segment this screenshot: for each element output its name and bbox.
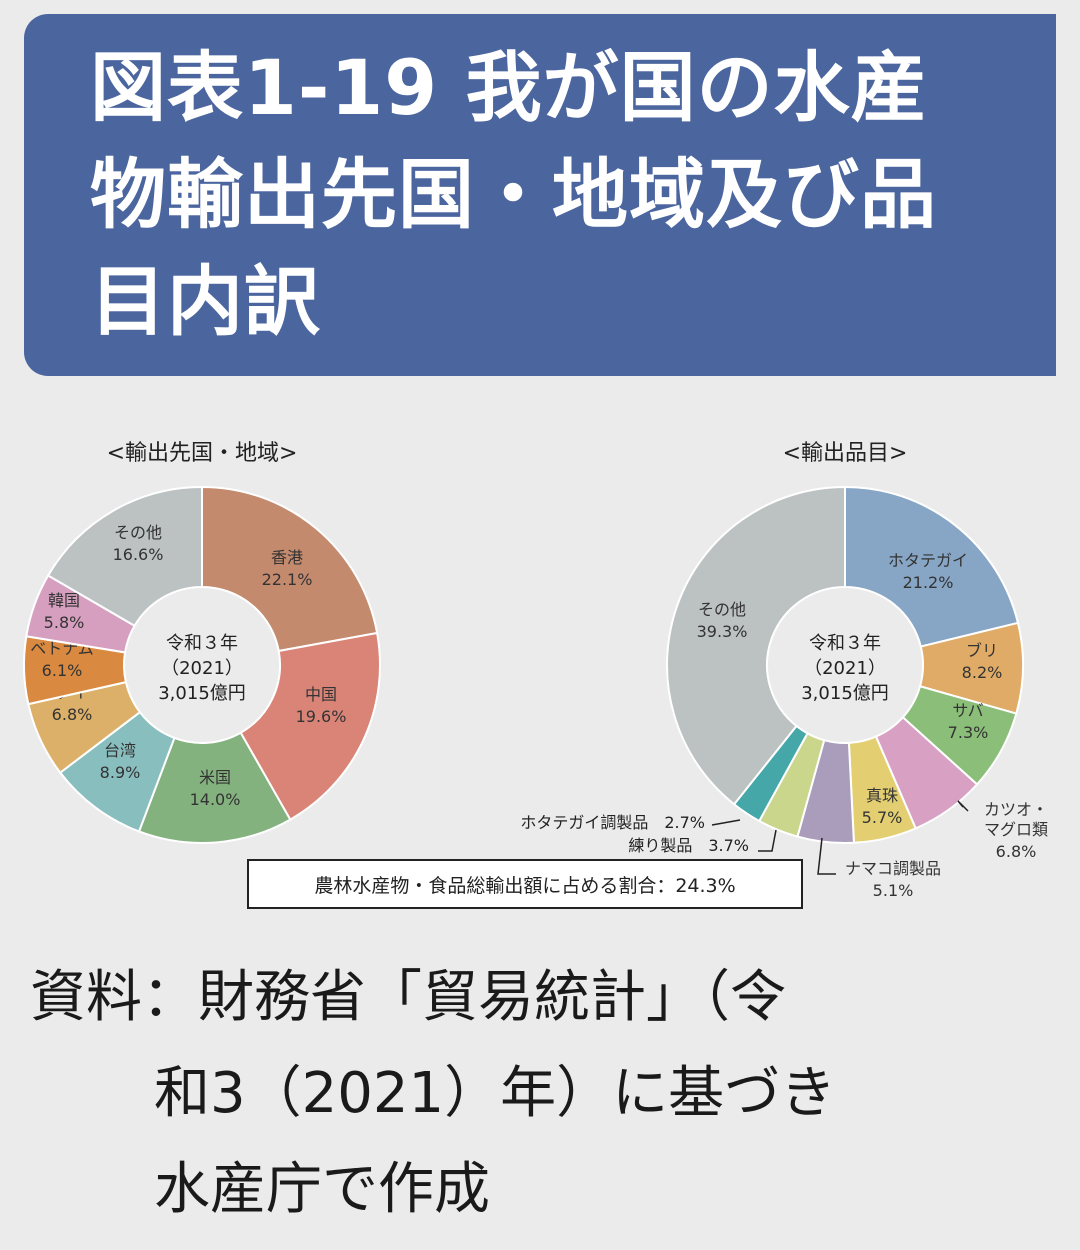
slice-value-label: 7.3% — [948, 723, 989, 742]
slice-value-label: 14.0% — [190, 790, 241, 809]
donut-slice — [201, 485, 379, 653]
slice-value-label: 5.8% — [44, 613, 85, 632]
slice-value-label: 39.3% — [697, 622, 748, 641]
leader-line — [758, 829, 777, 852]
donut-center-text: 令和３年 — [166, 633, 238, 654]
leader-line — [957, 800, 969, 812]
slice-label: 韓国 — [48, 591, 80, 610]
slice-value-label: 6.1% — [42, 661, 83, 680]
slice-value-label: 8.2% — [962, 663, 1003, 682]
chart-title: <輸出先国・地域> — [107, 441, 298, 466]
slice-label: ホタテガイ調製品 2.7% — [520, 813, 705, 832]
slice-label: 台湾 — [104, 741, 136, 760]
slice-label: その他 — [114, 523, 162, 542]
charts-area: <輸出先国・地域>香港22.1%中国19.6%米国14.0%台湾8.9%タイ6.… — [23, 441, 1048, 909]
slice-label: ナマコ調製品 — [845, 859, 941, 878]
slice-value-label: 5.1% — [873, 881, 914, 900]
product-donut-chart: <輸出品目> ホタテガイ 21.2% ブリ 8.2% サバ 7.3% カツオ・マグロ類 6.8%… — [520, 441, 1048, 900]
donut-center-text: 令和３年 — [809, 633, 881, 654]
slice-value-label: 21.2% — [903, 573, 954, 592]
slice-label: ブリ — [966, 641, 998, 660]
source-line-1: 資料：財務省「貿易統計」（令 — [30, 965, 786, 1030]
source-line-2: 和3（2021）年）に基づき — [154, 1061, 837, 1126]
donut-center-text: 3,015億円 — [801, 683, 889, 704]
donut-slice — [844, 485, 1020, 648]
leader-line — [711, 819, 741, 826]
slice-value-label: 16.6% — [113, 545, 164, 564]
slice-label: カツオ・ — [984, 800, 1048, 819]
donut-slice — [666, 485, 846, 806]
figure-title-line-2: 物輸出先国・地域及び品 — [90, 150, 937, 239]
slice-label: 米国 — [199, 768, 231, 787]
slice-value-label: 8.9% — [100, 763, 141, 782]
slice-label: 中国 — [305, 685, 337, 704]
slice-label: ホタテガイ — [888, 551, 968, 570]
donut-slice — [137, 731, 292, 844]
slice-label: 真珠 — [866, 786, 898, 805]
title-banner: 図表1-19 我が国の水産 物輸出先国・地域及び品 目内訳 — [24, 14, 1056, 376]
chart-title: <輸出品目> — [783, 441, 908, 466]
slice-value-label: 5.7% — [862, 808, 903, 827]
donut-center-text: （2021） — [161, 658, 243, 679]
ratio-box: 農林水産物・食品総輸出額に占める割合：24.3% — [247, 859, 803, 909]
slice-label: サバ — [952, 701, 983, 720]
donut-slice — [239, 631, 381, 821]
figure-title-line-1: 図表1-19 我が国の水産 — [90, 43, 928, 132]
source-note: 資料：財務省「貿易統計」（令 和3（2021）年）に基づき 水産庁で作成 — [30, 950, 1050, 1238]
slice-value-label: 6.8% — [52, 705, 93, 724]
slice-label: 香港 — [271, 548, 303, 567]
slice-value-label: 22.1% — [262, 570, 313, 589]
slice-label: 練り製品 3.7% — [628, 836, 749, 855]
donut-center-text: 3,015億円 — [158, 683, 246, 704]
donut-center-text: （2021） — [804, 658, 886, 679]
leader-line — [817, 837, 836, 875]
donut-slice — [46, 485, 203, 628]
slice-label: マグロ類 — [984, 820, 1048, 839]
slice-label: その他 — [698, 600, 746, 619]
source-line-3: 水産庁で作成 — [154, 1157, 490, 1222]
slice-value-label: 19.6% — [296, 707, 347, 726]
figure-title-line-3: 目内訳 — [90, 257, 321, 346]
ratio-box-text: 農林水産物・食品総輸出額に占める割合：24.3% — [314, 875, 735, 897]
destination-donut-chart: <輸出先国・地域>香港22.1%中国19.6%米国14.0%台湾8.9%タイ6.… — [23, 441, 381, 844]
slice-value-label: 6.8% — [996, 842, 1037, 861]
